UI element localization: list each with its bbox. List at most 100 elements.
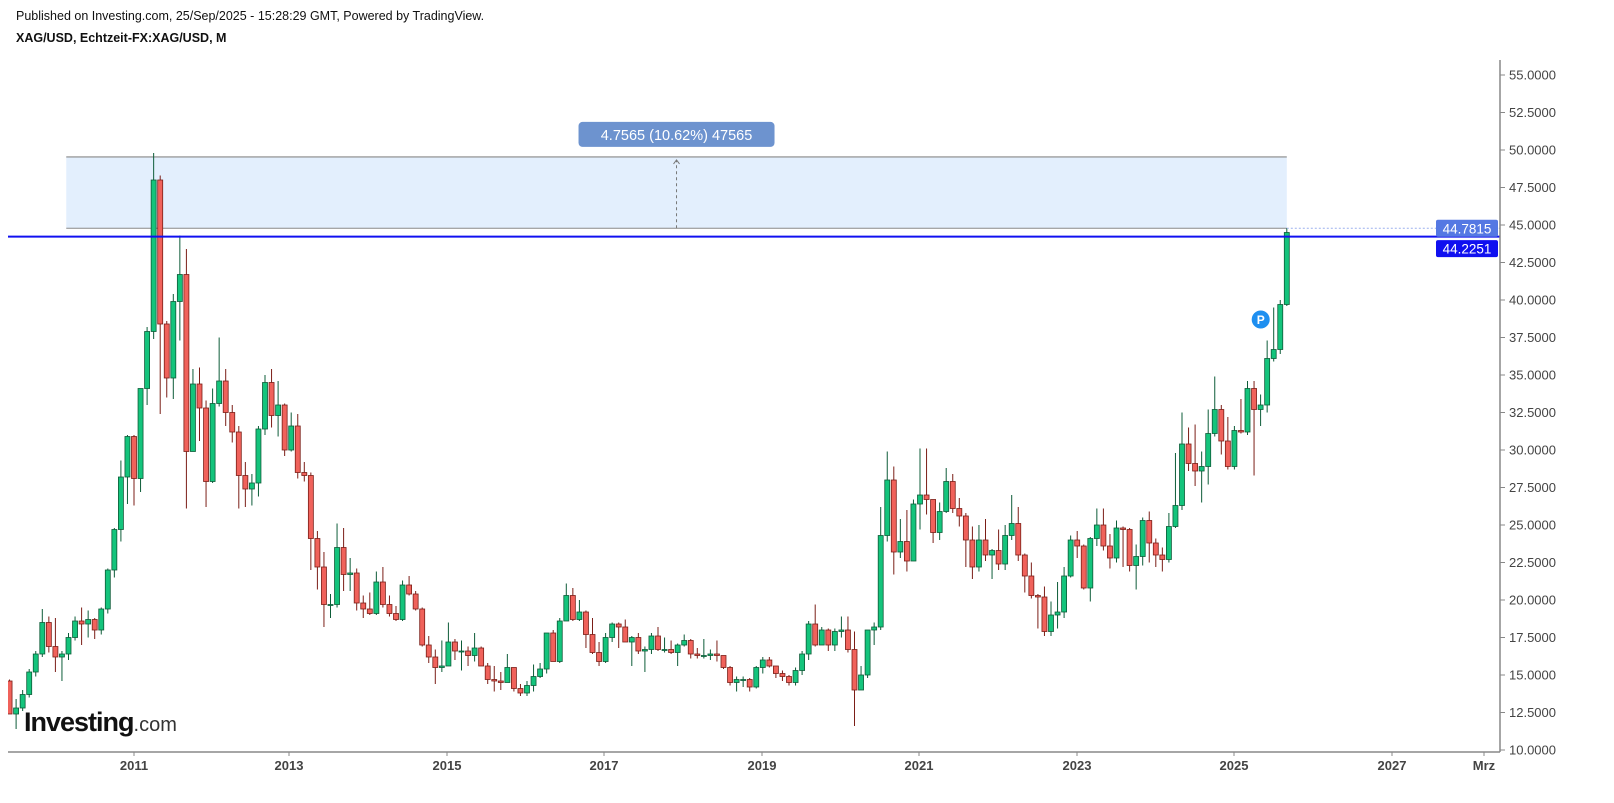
candle-up[interactable] — [792, 667, 799, 686]
candle-down[interactable] — [196, 367, 203, 442]
candle-up[interactable] — [124, 435, 131, 504]
candle-up[interactable] — [537, 663, 543, 678]
candle-down[interactable] — [766, 657, 773, 668]
candle-up[interactable] — [373, 571, 380, 616]
candle-down[interactable] — [890, 466, 897, 575]
candle-up[interactable] — [111, 528, 118, 578]
candle-down[interactable] — [1126, 528, 1133, 572]
event-marker-icon[interactable] — [1251, 310, 1270, 329]
candle-down[interactable] — [419, 607, 426, 647]
candle-down[interactable] — [930, 499, 936, 544]
candle-up[interactable] — [209, 388, 216, 484]
candle-down[interactable] — [163, 321, 170, 398]
candle-down[interactable] — [655, 627, 661, 651]
candle-down[interactable] — [779, 670, 786, 682]
candle-down[interactable] — [1107, 534, 1113, 569]
candle-up[interactable] — [275, 381, 282, 437]
candle-down[interactable] — [510, 667, 517, 692]
candle-down[interactable] — [1185, 427, 1192, 472]
candle-up[interactable] — [39, 609, 46, 657]
candle-down[interactable] — [1041, 586, 1048, 637]
candle-down[interactable] — [235, 426, 242, 509]
plot-area[interactable] — [7, 153, 1290, 729]
candle-down[interactable] — [786, 675, 792, 686]
candle-up[interactable] — [445, 622, 452, 667]
candle-up[interactable] — [176, 235, 183, 341]
candle-down[interactable] — [78, 607, 85, 646]
candle-down[interactable] — [1159, 547, 1166, 572]
candle-up[interactable] — [248, 474, 255, 506]
candle-down[interactable] — [1192, 424, 1198, 487]
candle-down[interactable] — [393, 606, 399, 621]
candle-up[interactable] — [1133, 544, 1140, 590]
candle-up[interactable] — [524, 681, 530, 696]
candle-up[interactable] — [65, 633, 72, 660]
candle-down[interactable] — [452, 639, 458, 660]
candle-up[interactable] — [504, 654, 511, 683]
candle-up[interactable] — [733, 676, 740, 692]
candle-up[interactable] — [943, 468, 950, 513]
candle-up[interactable] — [976, 525, 982, 572]
candle-up[interactable] — [628, 636, 635, 666]
candle-up[interactable] — [347, 558, 354, 591]
candle-down[interactable] — [157, 175, 164, 415]
candle-up[interactable] — [1008, 495, 1015, 540]
candle-down[interactable] — [1015, 507, 1022, 561]
candle-up[interactable] — [989, 549, 995, 579]
candle-up[interactable] — [648, 633, 655, 654]
candle-down[interactable] — [1152, 538, 1159, 568]
candle-down[interactable] — [969, 526, 976, 580]
candle-down[interactable] — [995, 529, 1002, 571]
candle-up[interactable] — [805, 621, 812, 660]
candle-down[interactable] — [635, 633, 642, 654]
candle-down[interactable] — [491, 666, 498, 692]
candle-down[interactable] — [45, 616, 52, 653]
candle-down[interactable] — [52, 618, 59, 672]
candle-up[interactable] — [936, 502, 943, 541]
candle-down[interactable] — [321, 552, 327, 627]
candle-up[interactable] — [838, 616, 845, 638]
candle-down[interactable] — [517, 684, 524, 696]
candle-up[interactable] — [137, 388, 144, 493]
candle-up[interactable] — [864, 629, 871, 678]
candle-up[interactable] — [700, 639, 707, 659]
candle-down[interactable] — [294, 414, 301, 479]
candle-down[interactable] — [301, 462, 308, 482]
candle-down[interactable] — [956, 498, 963, 527]
candle-up[interactable] — [917, 448, 923, 530]
candle-up[interactable] — [1172, 453, 1179, 528]
candle-up[interactable] — [26, 669, 33, 698]
candle-up[interactable] — [255, 426, 262, 497]
candle-down[interactable] — [425, 636, 432, 663]
candle-down[interactable] — [340, 528, 347, 591]
candle-down[interactable] — [432, 649, 439, 685]
candle-up[interactable] — [858, 666, 864, 691]
candle-up[interactable] — [877, 507, 884, 630]
candle-up[interactable] — [642, 646, 648, 673]
candle-down[interactable] — [714, 640, 720, 662]
candle-down[interactable] — [851, 631, 858, 727]
candle-down[interactable] — [962, 513, 969, 567]
candle-up[interactable] — [910, 499, 917, 562]
candle-down[interactable] — [1035, 594, 1041, 629]
candle-down[interactable] — [484, 663, 491, 684]
candle-down[interactable] — [694, 648, 701, 659]
candle-down[interactable] — [7, 679, 13, 715]
candle-down[interactable] — [183, 249, 190, 509]
candle-down[interactable] — [406, 576, 413, 596]
candle-down[interactable] — [812, 604, 819, 647]
candle-up[interactable] — [262, 375, 268, 435]
candle-up[interactable] — [1244, 381, 1251, 435]
candle-down[interactable] — [268, 369, 275, 428]
candle-down[interactable] — [596, 642, 602, 666]
candle-up[interactable] — [897, 519, 904, 558]
candle-down[interactable] — [465, 646, 471, 667]
candle-up[interactable] — [1198, 451, 1205, 503]
candle-up[interactable] — [543, 632, 550, 674]
candle-down[interactable] — [131, 435, 137, 506]
candle-up[interactable] — [1061, 567, 1067, 618]
candle-up[interactable] — [327, 594, 334, 618]
candle-up[interactable] — [1002, 525, 1009, 570]
candle-up[interactable] — [530, 664, 537, 692]
candle-down[interactable] — [982, 519, 989, 561]
